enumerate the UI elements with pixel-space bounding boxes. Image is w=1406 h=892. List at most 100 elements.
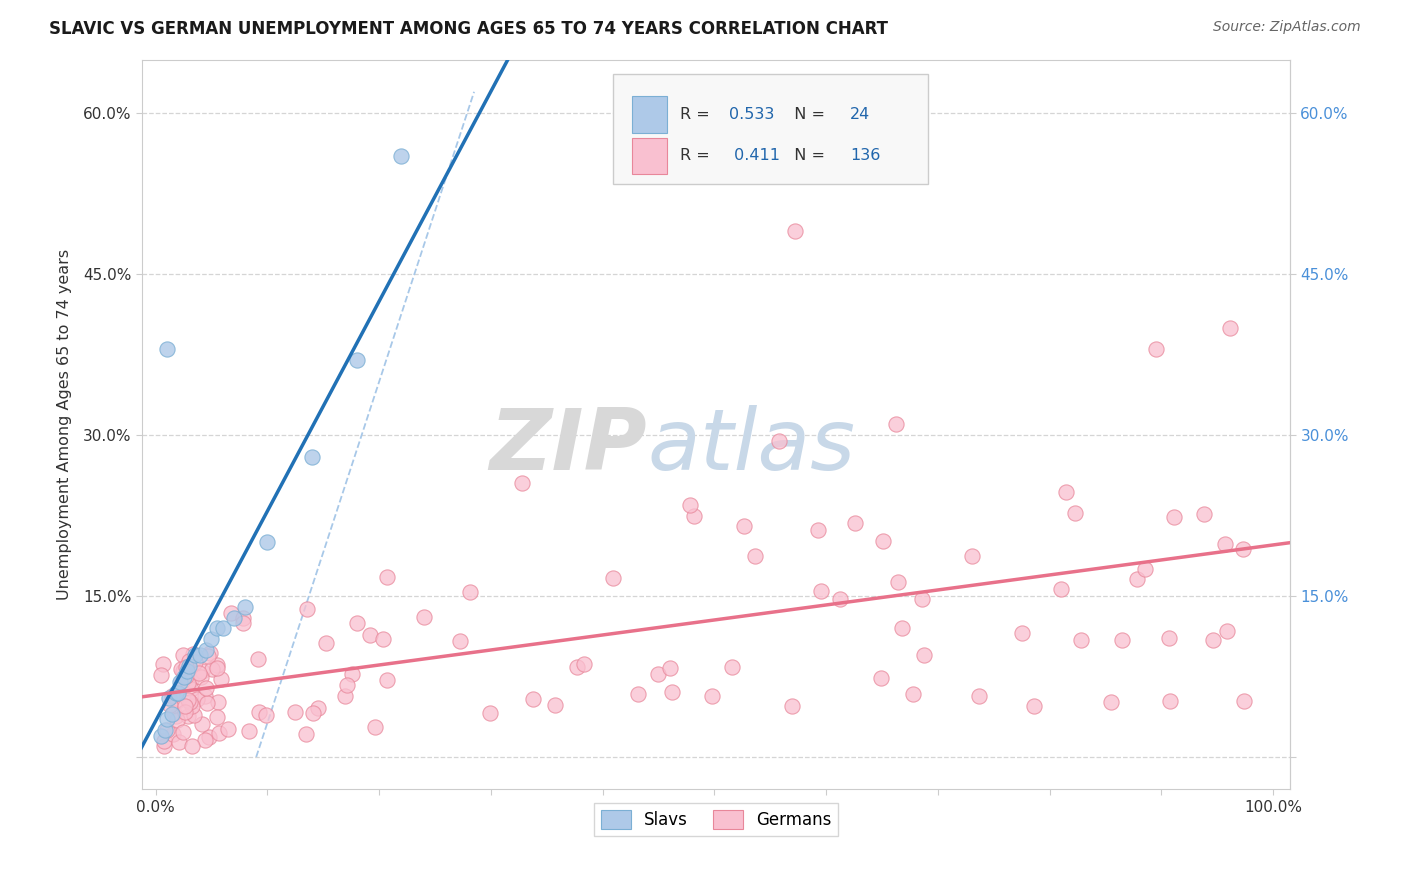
Point [170,662,193,676]
Point [184,655,207,669]
Point [232,610,254,624]
Point [156,343,179,357]
Point [205,621,228,635]
Point [783,224,806,238]
Point [160,689,183,703]
Point [194,642,217,657]
Point [301,450,323,464]
Point [544,698,567,713]
Point [391,149,413,163]
Point [179,658,201,673]
Y-axis label: Unemployment Among Ages 65 to 74 years: Unemployment Among Ages 65 to 74 years [58,249,72,600]
Point [1050,582,1073,596]
Point [364,720,387,734]
Point [181,699,204,714]
Point [176,671,198,685]
Point [1069,633,1091,648]
Point [627,687,650,701]
Point [375,673,398,688]
Point [336,678,359,692]
Point [830,592,852,607]
Point [222,610,245,624]
Point [1216,624,1239,638]
Point [153,723,176,738]
Point [911,592,934,607]
Point [683,508,706,523]
Point [301,706,323,720]
Point [449,634,471,648]
Point [1111,632,1133,647]
Point [733,519,755,533]
Text: SLAVIC VS GERMAN UNEMPLOYMENT AMONG AGES 65 TO 74 YEARS CORRELATION CHART: SLAVIC VS GERMAN UNEMPLOYMENT AMONG AGES… [49,20,889,37]
Point [165,709,187,723]
Point [177,709,200,723]
Point [333,690,356,704]
Point [198,646,221,660]
Point [872,534,894,549]
Point [167,686,190,700]
Point [190,665,212,679]
Point [166,694,188,708]
Text: Source: ZipAtlas.com: Source: ZipAtlas.com [1213,20,1361,34]
Point [201,662,224,676]
Point [208,726,231,740]
Point [1232,542,1254,557]
Point [157,691,180,706]
Text: 0.411: 0.411 [728,148,780,163]
Point [152,657,174,672]
Point [720,659,742,673]
Point [156,713,179,727]
Point [177,693,200,707]
Point [174,660,197,674]
Point [315,636,337,650]
Point [297,601,319,615]
Text: R =: R = [681,107,716,122]
Point [359,628,381,642]
Point [1054,485,1077,500]
FancyBboxPatch shape [633,137,666,174]
Point [190,670,212,684]
Point [172,664,194,678]
Point [172,725,194,739]
Point [565,660,588,674]
Point [186,692,208,706]
Point [197,648,219,663]
Point [177,675,200,690]
Point [1163,509,1185,524]
Point [346,615,368,630]
Point [307,701,329,715]
Point [1194,507,1216,521]
Point [169,674,191,689]
Point [346,353,368,368]
Point [205,658,228,673]
Point [162,706,184,720]
Point [510,476,533,491]
Point [209,672,232,686]
Point [679,498,702,512]
Point [375,570,398,584]
Point [342,667,364,681]
Point [1159,631,1181,645]
Text: N =: N = [783,107,830,122]
Point [183,708,205,723]
Text: N =: N = [783,148,830,163]
Point [159,698,181,712]
Point [700,689,723,703]
Point [207,695,229,709]
Text: ZIP: ZIP [489,405,647,488]
Point [1219,321,1241,335]
Point [254,707,277,722]
Point [197,731,219,745]
Point [177,662,200,676]
Point [205,661,228,675]
Point [1159,694,1181,708]
Point [246,652,269,666]
Point [195,681,218,696]
Point [195,696,218,710]
Point [174,705,197,719]
Point [179,695,201,709]
Point [807,523,830,537]
Point [174,669,197,683]
Point [572,657,595,671]
Point [180,673,202,688]
